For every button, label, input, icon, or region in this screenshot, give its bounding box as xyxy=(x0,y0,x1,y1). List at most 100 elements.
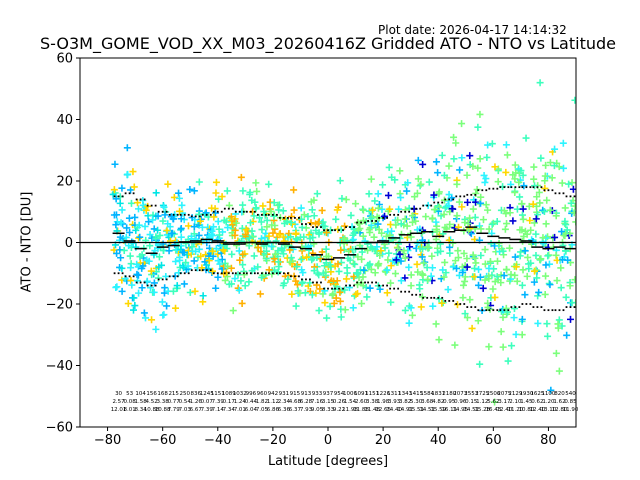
percentile-dot xyxy=(121,195,124,198)
scatter-point xyxy=(150,288,158,296)
scatter-point xyxy=(175,189,183,197)
scatter-point xyxy=(446,220,454,228)
percentile-dot xyxy=(345,284,347,287)
bin-stat-label: 1.82 xyxy=(256,399,268,405)
percentile-dot xyxy=(135,281,138,284)
scatter-point xyxy=(412,217,420,225)
scatter-point xyxy=(440,273,448,281)
percentile-dot xyxy=(507,309,510,312)
percentile-dot xyxy=(331,229,333,232)
percentile-dot xyxy=(132,192,135,195)
bin-stat-label: 6.37 xyxy=(289,407,302,413)
percentile-dot xyxy=(264,213,267,216)
scatter-point xyxy=(511,253,519,261)
bin-stat-label: 4.52 xyxy=(146,399,158,405)
percentile-dot xyxy=(415,207,418,210)
bin-stat-label: 1930 xyxy=(519,391,533,397)
bin-stat-label: 942 xyxy=(268,391,279,397)
scatter-point xyxy=(384,191,392,199)
scatter-point xyxy=(463,254,471,262)
percentile-dot xyxy=(256,272,259,275)
scatter-point xyxy=(307,219,315,227)
scatter-point xyxy=(169,215,177,223)
bin-stat-label: 1091 xyxy=(354,391,368,397)
bin-stat-label: 9.22 xyxy=(333,407,345,413)
scatter-point xyxy=(555,316,563,324)
scatter-point xyxy=(172,304,180,312)
scatter-point xyxy=(160,289,168,297)
scatter-point xyxy=(310,212,318,220)
scatter-point xyxy=(397,220,405,228)
percentile-dot xyxy=(349,284,351,287)
scatter-point xyxy=(241,282,249,290)
percentile-dot xyxy=(305,223,307,225)
bin-stat-label: 1.58 xyxy=(134,399,147,405)
scatter-point xyxy=(458,120,466,128)
bin-stat-label: 7.03 xyxy=(179,407,192,413)
scatter-point xyxy=(191,287,199,295)
bin-stat-label: 7.93 xyxy=(300,407,313,413)
percentile-dot xyxy=(419,293,422,296)
percentile-dot xyxy=(459,195,462,198)
scatter-point xyxy=(239,187,247,195)
scatter-point xyxy=(562,221,570,229)
scatter-point xyxy=(464,198,472,206)
scatter-point xyxy=(441,223,449,231)
scatter-point xyxy=(519,215,527,223)
percentile-dot xyxy=(356,281,358,284)
bin-stat-label: 0.17 xyxy=(223,399,236,405)
scatter-point xyxy=(564,256,572,264)
scatter-point xyxy=(371,197,379,205)
scatter-point xyxy=(270,212,278,220)
scatter-point xyxy=(216,231,223,239)
scatter-point xyxy=(300,211,308,219)
scatter-point xyxy=(154,274,162,282)
percentile-dot xyxy=(267,272,270,275)
scatter-point xyxy=(435,295,443,303)
bin-stat-label: 954 xyxy=(334,391,345,397)
scatter-point xyxy=(458,154,466,162)
scatter-point xyxy=(246,191,254,199)
percentile-dot xyxy=(540,186,543,189)
percentile-dot xyxy=(488,187,491,190)
percentile-dot xyxy=(554,309,557,312)
scatter-point xyxy=(475,265,483,273)
bin-stat-label: 168 xyxy=(157,391,168,397)
scatter-point xyxy=(558,179,566,187)
percentile-dot xyxy=(543,189,546,192)
scatter-point xyxy=(140,309,148,317)
percentile-dot xyxy=(430,296,433,299)
scatter-point xyxy=(434,249,442,257)
percentile-dot xyxy=(245,210,248,213)
scatter-point xyxy=(557,284,565,292)
bin-stat-label: 12.65 xyxy=(375,407,391,413)
bin-stat-label: 3.15 xyxy=(322,399,335,405)
scatter-point xyxy=(519,171,527,179)
scatter-point xyxy=(367,265,375,273)
scatter-point xyxy=(470,273,478,281)
scatter-point xyxy=(435,188,443,196)
scatter-point xyxy=(513,277,521,285)
percentile-dot xyxy=(298,217,300,219)
percentile-dot xyxy=(168,213,171,216)
scatter-point xyxy=(199,292,207,300)
bin-stat-label: 1226 xyxy=(376,391,390,397)
percentile-dot xyxy=(139,281,142,284)
percentile-dot xyxy=(466,306,469,308)
scatter-point xyxy=(158,298,166,306)
percentile-dot xyxy=(345,226,347,229)
percentile-dot xyxy=(470,193,473,196)
scatter-point xyxy=(141,222,149,230)
scatter-point xyxy=(531,267,539,275)
percentile-dot xyxy=(157,278,160,281)
bin-stat-label: 0.07 xyxy=(201,399,214,405)
percentile-dot xyxy=(492,187,495,190)
bin-stat-label: 0.85 xyxy=(564,399,577,405)
x-tick-label: −40 xyxy=(204,433,231,448)
scatter-point xyxy=(417,180,425,188)
scatter-point xyxy=(441,258,449,266)
scatter-point xyxy=(502,210,510,218)
scatter-point xyxy=(487,240,495,248)
scatter-point xyxy=(371,269,379,277)
scatter-point xyxy=(459,294,467,302)
